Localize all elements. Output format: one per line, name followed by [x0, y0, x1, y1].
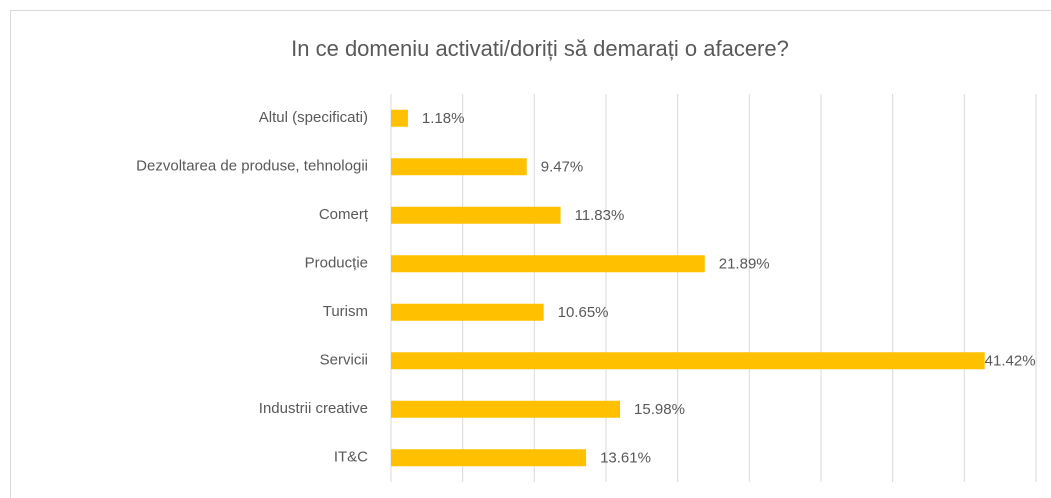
- data-label: 13.61%: [600, 450, 651, 467]
- bar: [391, 449, 587, 467]
- bar: [391, 303, 544, 321]
- y-tick-label: Turism: [323, 303, 368, 320]
- bar: [391, 109, 408, 127]
- data-label: 15.98%: [634, 401, 685, 418]
- bar: [391, 400, 621, 418]
- y-tick-label: Comerț: [319, 206, 369, 223]
- y-tick-label: Industrii creative: [259, 400, 368, 417]
- data-label: 10.65%: [558, 304, 609, 321]
- bar: [391, 352, 985, 370]
- bar: [391, 206, 561, 224]
- data-label: 21.89%: [719, 256, 770, 273]
- chart-title: In ce domeniu activati/doriți să demaraț…: [291, 36, 789, 61]
- chart-border: [10, 10, 1051, 498]
- y-tick-label: Dezvoltarea de produse, tehnologii: [136, 158, 368, 175]
- data-label: 1.18%: [422, 110, 465, 127]
- data-label: 11.83%: [575, 207, 625, 224]
- y-tick-label: Producție: [305, 255, 368, 272]
- y-tick-label: IT&C: [334, 449, 368, 466]
- data-label: 9.47%: [541, 159, 584, 176]
- y-tick-label: Servicii: [320, 352, 368, 369]
- data-label: 41.42%: [985, 353, 1036, 370]
- bar: [391, 255, 705, 273]
- y-tick-label: Altul (specificati): [259, 109, 368, 126]
- bar: [391, 158, 527, 176]
